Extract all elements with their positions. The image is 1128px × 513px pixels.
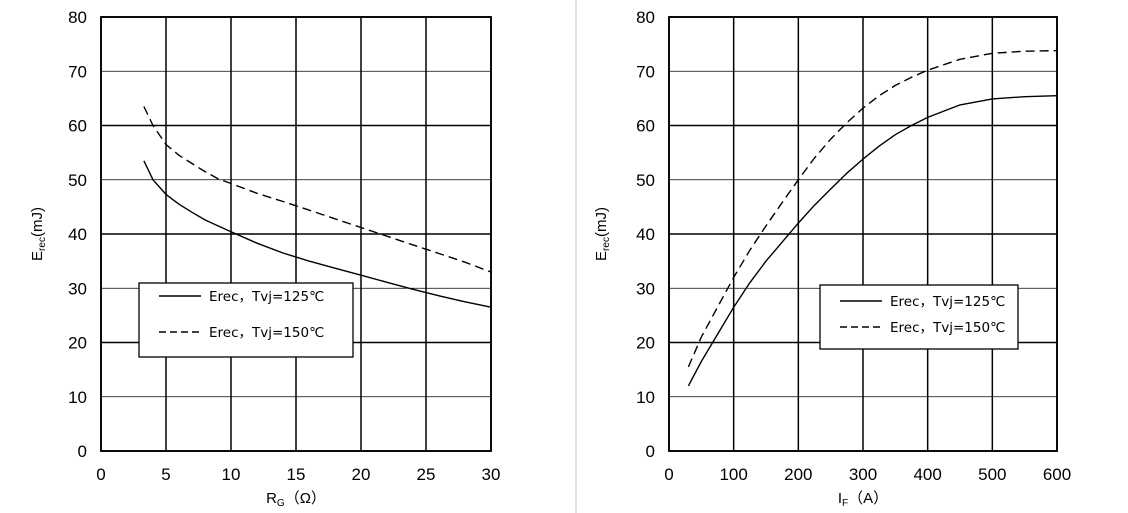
x-axis-label-unit: （A） [848,490,888,507]
x-tick-label: 200 [784,465,812,484]
y-axis-label-subscript: rec [601,237,612,251]
legend: Erec，Tvj=125℃ Erec，Tvj=150℃ [138,282,354,358]
y-tick-label: 20 [68,334,87,353]
y-tick-label: 0 [646,442,655,461]
y-tick-label: 40 [636,225,655,244]
chart-2: 0 10 20 30 40 50 60 70 80 0 100 200 300 400 500 600 IF（A… [593,8,1071,509]
y-tick-label: 50 [68,171,87,190]
series-line-1 [687,95,1058,387]
x-tick-label: 300 [849,465,877,484]
plot-frame [100,16,492,452]
x-axis-label-main: I [838,490,842,507]
y-tick-label: 60 [68,117,87,136]
x-tick-label: 0 [96,465,105,484]
plot-frame [668,16,1058,452]
x-tick-label: 5 [161,465,170,484]
series-line-2 [143,106,492,273]
legend: Erec，Tvj=125℃ Erec，Tvj=150℃ [819,284,1019,350]
y-tick-label: 70 [68,62,87,81]
x-tick-label: 600 [1043,465,1071,484]
y-tick-label: 0 [78,442,87,461]
y-axis-label-unit: (mJ) [29,207,46,237]
legend-box [819,284,1019,350]
x-tick-label: 30 [482,465,501,484]
y-axis-label: Erec(mJ) [593,207,612,261]
y-tick-label: 60 [636,117,655,136]
x-axis-label: RG（Ω） [266,490,326,509]
x-tick-label: 25 [417,465,436,484]
x-tick-label: 500 [978,465,1006,484]
y-tick-label: 50 [636,171,655,190]
x-tick-label: 100 [719,465,747,484]
y-tick-label: 70 [636,62,655,81]
x-tick-label: 400 [913,465,941,484]
legend-label-2: Erec，Tvj=150℃ [890,320,1005,336]
y-tick-label: 30 [636,279,655,298]
series-line-1 [143,160,492,308]
y-axis-label-unit: (mJ) [593,207,610,237]
x-axis-label: IF（A） [838,490,888,509]
y-axis-label-subscript: rec [37,237,48,251]
legend-label-1: Erec，Tvj=125℃ [209,289,324,305]
x-axis-label-subscript: F [842,498,848,509]
x-tick-label: 20 [352,465,371,484]
chart-1: 0 10 20 30 40 50 60 70 80 0 5 10 15 20 25 30 RG（Ω） Erec(m… [29,8,500,509]
y-tick-label: 30 [68,279,87,298]
y-tick-label: 40 [68,225,87,244]
x-axis-label-subscript: G [277,498,285,509]
y-tick-label: 20 [636,334,655,353]
y-tick-label: 10 [68,388,87,407]
y-tick-label: 80 [636,8,655,27]
series-line-2 [687,49,1058,368]
y-tick-label: 10 [636,388,655,407]
legend-label-1: Erec，Tvj=125℃ [890,294,1005,310]
y-tick-label: 80 [68,8,87,27]
legend-label-2: Erec，Tvj=150℃ [209,325,324,341]
x-axis-label-main: R [266,490,277,507]
x-tick-label: 10 [222,465,241,484]
x-tick-label: 15 [287,465,306,484]
y-axis-label-main: E [29,251,46,261]
x-tick-label: 0 [664,465,673,484]
y-axis-label: Erec(mJ) [29,207,48,261]
x-axis-label-unit: （Ω） [285,490,326,507]
y-axis-label-main: E [593,251,610,261]
